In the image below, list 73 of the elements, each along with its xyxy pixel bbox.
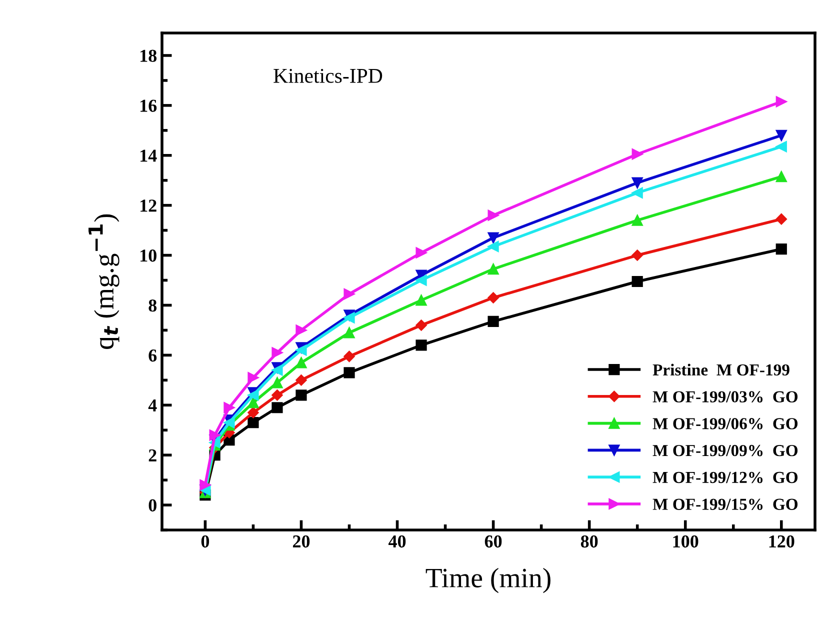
point — [344, 350, 355, 362]
legend-label: M OF-199/09% GO — [652, 444, 798, 456]
point — [776, 171, 787, 182]
point — [416, 320, 427, 331]
y-tick-label: 14 — [140, 150, 157, 162]
point — [224, 402, 235, 414]
point — [776, 243, 787, 255]
point — [272, 347, 283, 358]
legend-label: Pristine M OF-199 — [652, 364, 790, 376]
x-tick-label: 60 — [484, 535, 502, 548]
point — [632, 214, 643, 226]
y-tick-label: 8 — [148, 299, 157, 312]
point — [224, 417, 235, 428]
point — [209, 430, 220, 441]
legend-label: M OF-199/12% GO — [652, 472, 798, 484]
x-tick-label: 40 — [388, 535, 406, 548]
y-tick-label: 6 — [148, 349, 157, 362]
legend-label: M OF-199/06% GO — [652, 418, 798, 430]
point — [632, 250, 643, 261]
point — [776, 141, 787, 152]
point — [416, 274, 427, 286]
point — [488, 240, 499, 252]
point — [248, 390, 259, 401]
point — [248, 407, 259, 418]
point — [488, 316, 499, 328]
point — [488, 263, 499, 275]
point — [416, 340, 427, 351]
point — [272, 377, 283, 388]
point — [344, 312, 355, 324]
x-tick-label: 0 — [201, 535, 210, 548]
annotation: Kinetics-IPD — [274, 68, 382, 83]
x-tick-label: 80 — [580, 535, 598, 548]
y-tick-label: 16 — [140, 100, 157, 112]
y-axis-title: q$_{t}$ (mg.g$^{−1}$) — [88, 214, 120, 349]
point — [776, 130, 787, 141]
point — [296, 357, 307, 368]
x-axis-title: Time (min) — [426, 568, 550, 594]
point — [776, 213, 787, 225]
point — [344, 288, 355, 300]
point — [776, 96, 787, 108]
point — [248, 397, 259, 408]
point — [272, 402, 283, 414]
point — [272, 390, 283, 401]
y-tick-label: 12 — [140, 200, 156, 212]
point — [248, 372, 259, 384]
point — [296, 324, 307, 336]
point — [200, 479, 211, 491]
point — [632, 177, 643, 188]
point — [632, 276, 643, 288]
x-tick-label: 120 — [769, 535, 794, 548]
point — [488, 292, 499, 304]
y-tick-label: 0 — [148, 499, 156, 512]
point — [272, 364, 283, 376]
y-tick-label: 10 — [140, 250, 156, 262]
y-tick-label: 4 — [148, 400, 157, 412]
y-tick-label: 18 — [140, 50, 157, 62]
point — [488, 232, 499, 244]
point — [344, 327, 355, 338]
x-tick-label: 100 — [673, 535, 698, 548]
legend-label: M OF-199/15% GO — [652, 498, 798, 510]
point — [488, 210, 499, 221]
point — [296, 374, 307, 386]
point — [296, 390, 307, 401]
point — [344, 367, 355, 378]
point — [416, 294, 427, 306]
point — [632, 148, 643, 160]
point — [248, 417, 259, 428]
point — [632, 187, 643, 198]
x-tick-label: 20 — [292, 535, 310, 548]
y-tick-label: 2 — [148, 449, 156, 462]
point — [416, 247, 427, 258]
legend-label: M OF-199/03% GO — [652, 391, 798, 402]
point — [296, 344, 307, 356]
